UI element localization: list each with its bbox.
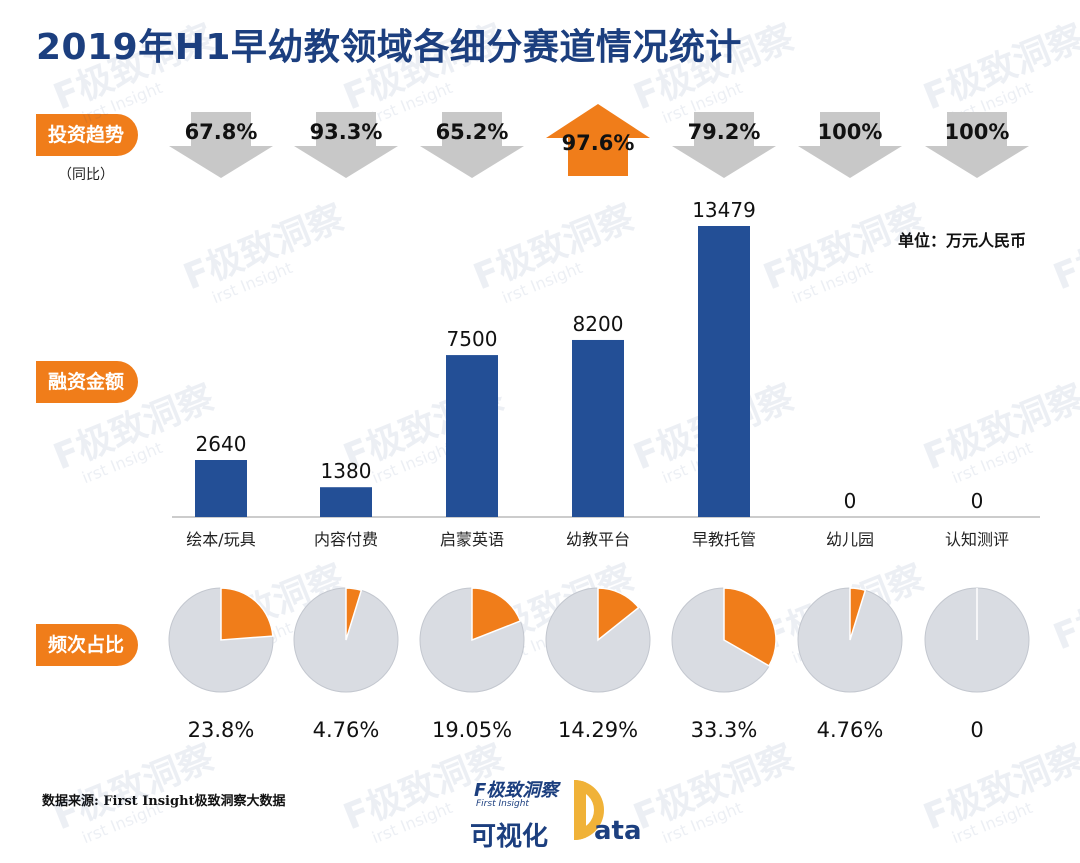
watermark-brand: F极致洞察 [1048,197,1080,298]
bar-value-label: 8200 [573,312,624,336]
pie-value-label: 23.8% [188,718,255,742]
pie-slice [220,587,274,641]
pie-slice [471,587,522,642]
bar-value-label: 7500 [447,327,498,351]
trend-arrows: 67.8% 93.3% 65.2% 97.6% 79.2% 100% 100% [169,104,1029,178]
category-label: 幼教平台 [566,530,630,549]
bar-value-label: 13479 [692,198,756,222]
logo-brand: F极致洞察 [474,780,559,801]
bar-value-label: 0 [971,489,984,513]
category-label: 早教托管 [692,530,756,549]
data-source: 数据来源: First Insight极致洞察大数据 [42,794,286,809]
pie-slice [597,587,640,642]
trend-value-label: 100% [818,120,883,144]
amount-label: 融资金额 [36,361,139,403]
bar [320,487,372,517]
bar [446,355,498,517]
bar-value-label: 2640 [196,432,247,456]
pie-value-label: 19.05% [432,718,512,742]
bar [572,339,624,517]
chart-title: 2019年H1早幼教领域各细分赛道情况统计 [36,27,742,68]
trend-sub-label: （同比） [58,167,114,183]
bar [195,460,247,517]
trend-value-label: 65.2% [436,120,509,144]
trend-label: 投资趋势 [36,114,139,156]
bar-value-label: 1380 [321,459,372,483]
pie-value-label: 0 [970,718,983,742]
trend-value-label: 79.2% [688,120,761,144]
pie-slice [849,587,867,641]
bar [698,226,750,517]
trend-down-arrow [798,112,902,178]
category-label: 启蒙英语 [440,530,504,549]
trend-down-arrow [925,112,1029,178]
unit-label: 单位：万元人民币 [897,231,1026,250]
trend-down-arrow [294,112,398,178]
category-label: 认知测评 [945,530,1009,549]
trend-down-arrow [420,112,524,178]
bar-value-label: 0 [844,489,857,513]
category-label: 幼儿园 [826,530,874,549]
pie-value-label: 4.76% [817,718,884,742]
bar-series: 2640 绘本/玩具 1380 内容付费 7500 启蒙英语 8200 幼教平台 13479 早教… [186,198,1009,549]
pie-value-label: 14.29% [558,718,638,742]
logo: F极致洞察 First Insight 可视化 ata [466,772,656,852]
watermark-brand: F极致洞察 [1048,557,1080,658]
logo-d-shape [574,780,604,840]
logo-brand-sub: First Insight [476,799,529,809]
trend-value-label: 67.8% [185,120,258,144]
pie-value-label: 33.3% [691,718,758,742]
pie-slice [723,587,777,667]
pie-slice [345,587,363,641]
trend-value-label: 93.3% [310,120,383,144]
trend-down-arrow [169,112,273,178]
category-label: 内容付费 [314,530,378,549]
frequency-pies: 23.8% 4.76% 19.05% 14.29% 33.3% 4.76% 0 [168,587,1030,742]
trend-down-arrow [672,112,776,178]
frequency-label: 频次占比 [36,624,139,666]
logo-ata: ata [594,816,642,846]
trend-up-arrow [546,104,650,176]
logo-viz: 可视化 [470,822,549,852]
pie-value-label: 4.76% [313,718,380,742]
trend-value-label: 97.6% [562,131,635,155]
trend-value-label: 100% [945,120,1010,144]
category-label: 绘本/玩具 [186,530,255,549]
